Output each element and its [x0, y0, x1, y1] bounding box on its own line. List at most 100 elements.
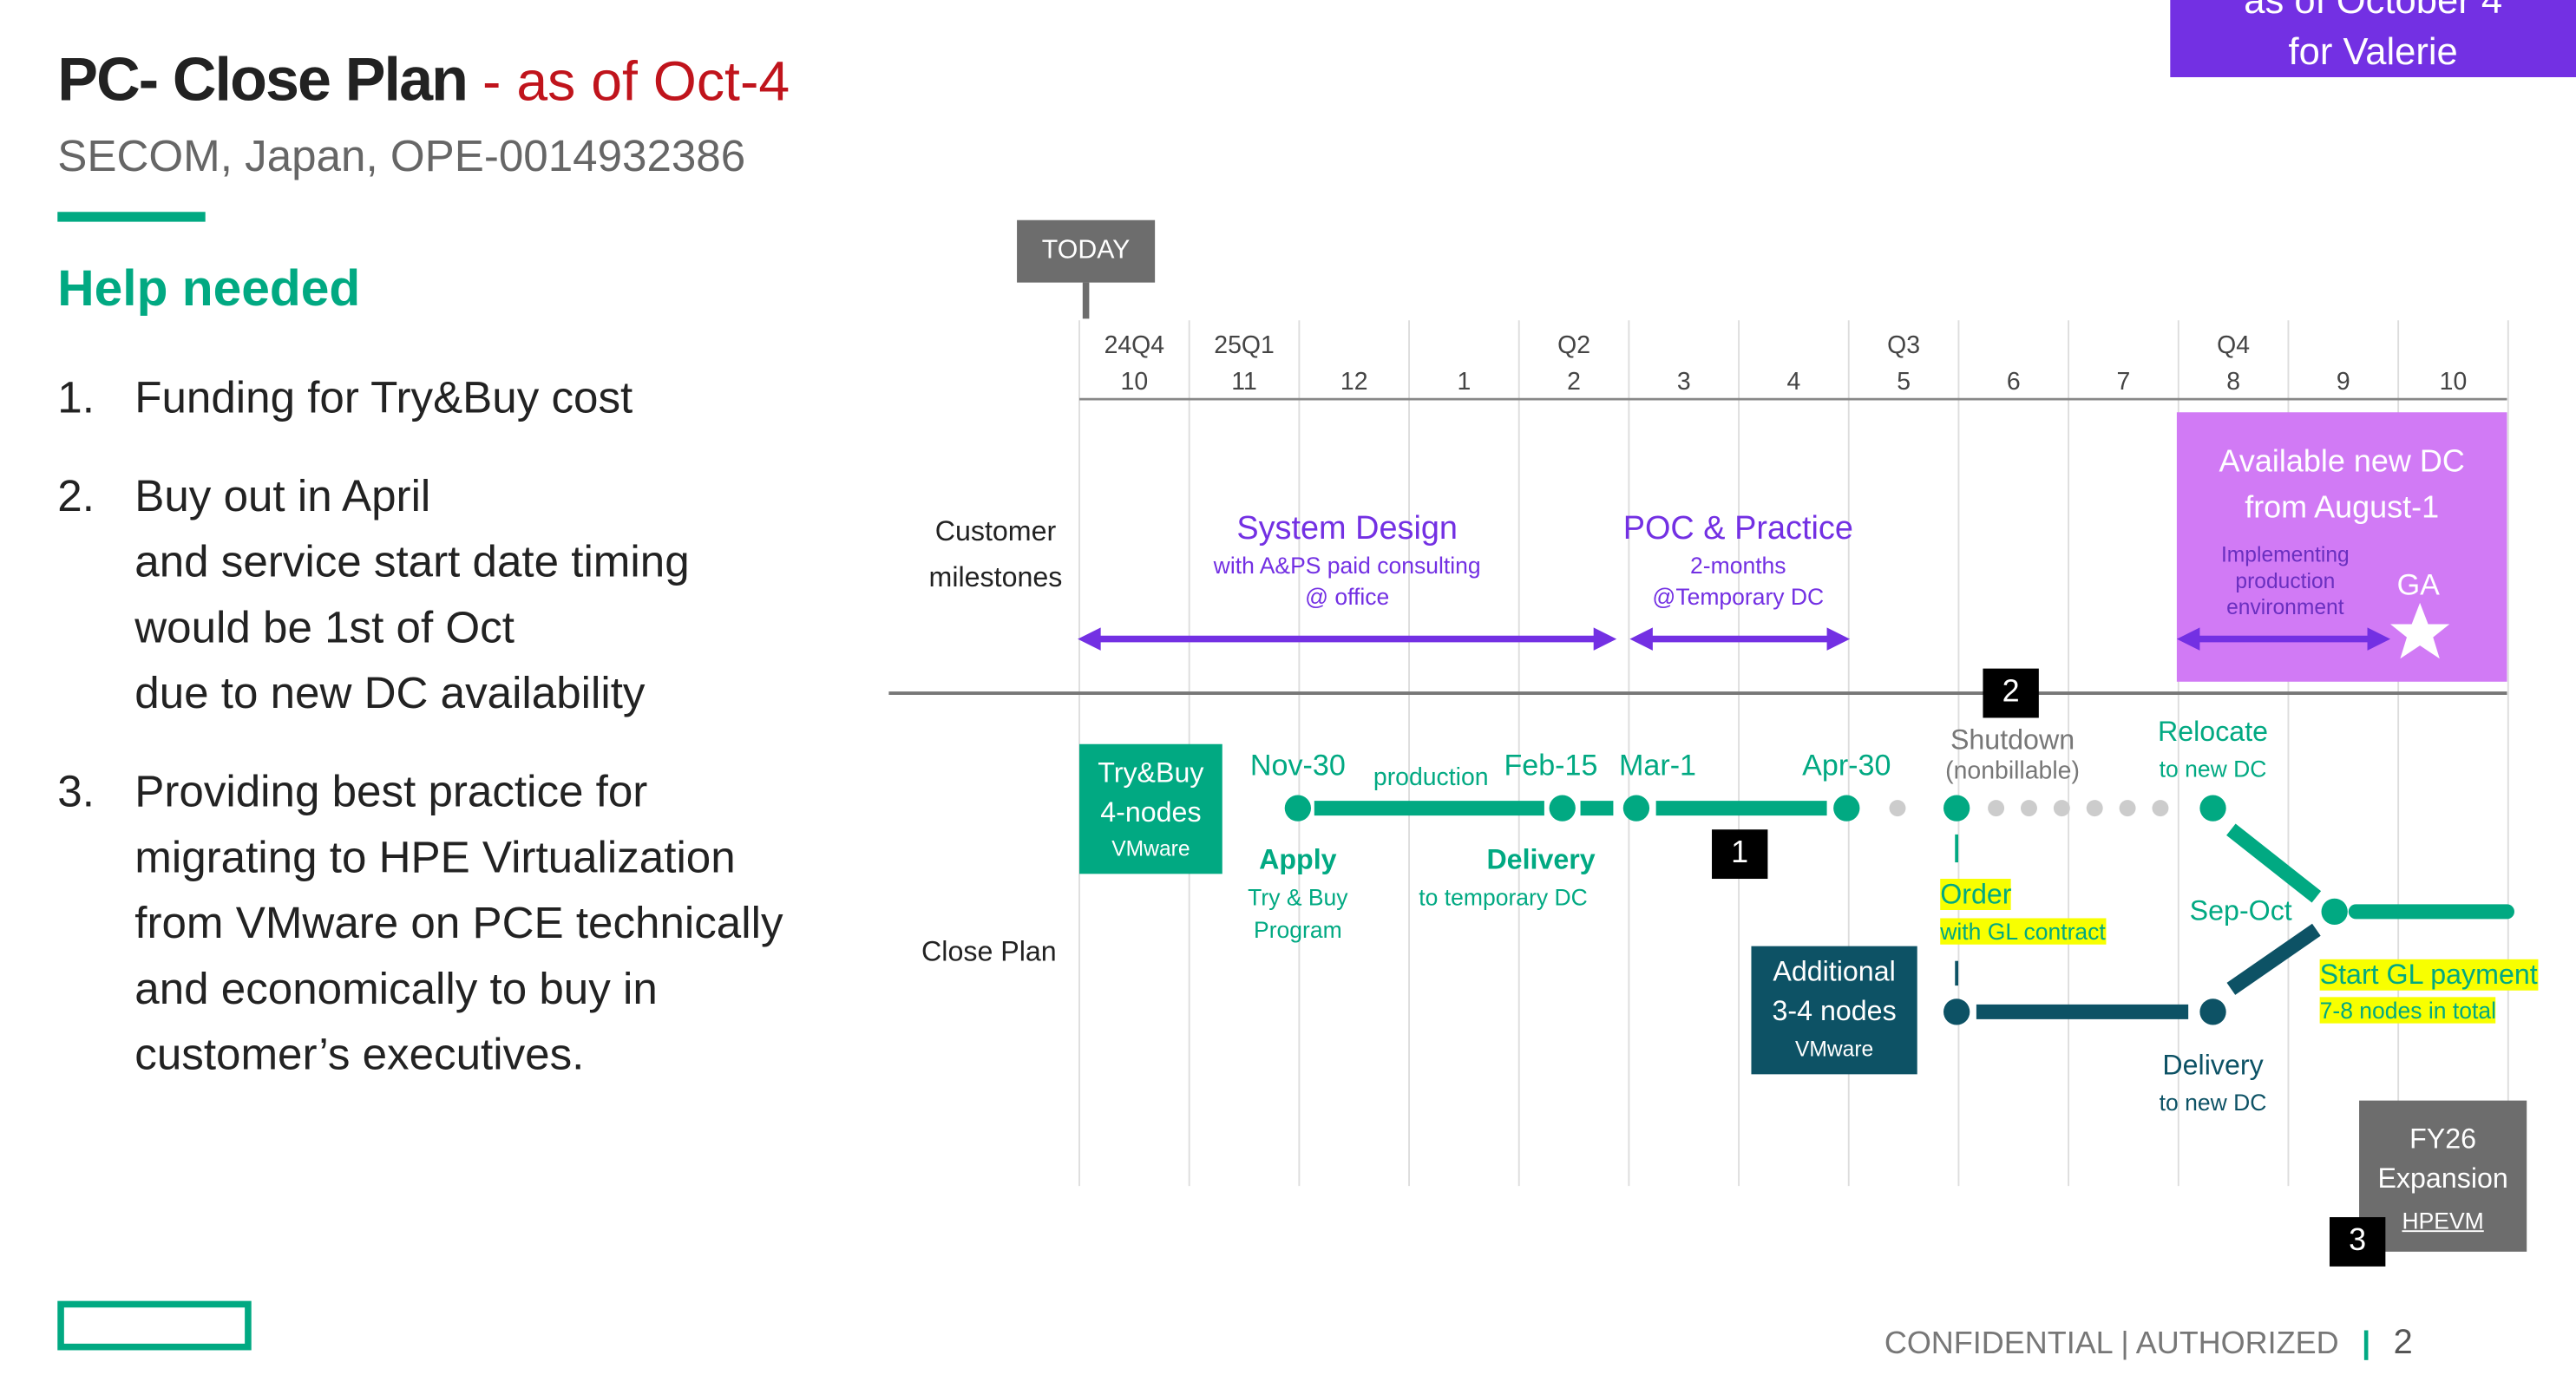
page-number: 2	[2393, 1324, 2413, 1362]
box-line: 4-nodes	[1100, 796, 1202, 828]
help-item-line: migrating to HPE Virtualization	[134, 833, 736, 882]
impl-line: environment	[2226, 594, 2344, 619]
milestone-title: System Design	[1236, 510, 1458, 547]
additional-nodes-box: Additional 3-4 nodes VMware	[1751, 946, 1917, 1075]
confidential-label: CONFIDENTIAL | AUTHORIZED	[1884, 1326, 2339, 1362]
title-main: PC- Close Plan	[57, 46, 469, 114]
page-title: PC- Close Plan - as of Oct-4	[57, 46, 790, 115]
plan-label-apply-sub1: Try & Buy	[1248, 883, 1348, 910]
impl-line: Implementing	[2220, 541, 2350, 567]
month-label: 1	[1457, 368, 1472, 396]
plan-label-delivery: Delivery	[1486, 844, 1596, 876]
month-label: 11	[1231, 368, 1257, 396]
footer: CONFIDENTIAL | AUTHORIZED | 2	[1884, 1324, 2413, 1363]
milestone-title: Available new DC	[2219, 445, 2465, 480]
badge-3: 3	[2329, 1217, 2386, 1267]
help-item-text: Buy out in April and service start date t…	[134, 463, 689, 726]
banner-line2: for Valerie	[2288, 29, 2458, 73]
quarter-label: 24Q4	[1104, 331, 1165, 360]
badge-1: 1	[1712, 829, 1768, 880]
plan-label-relocate: Relocate	[2157, 716, 2269, 748]
quarter-label: Q3	[1887, 331, 1921, 360]
highlight-order-sub: with GL contract	[1940, 918, 2106, 945]
month-label: 12	[1340, 368, 1368, 396]
milestone-arrows	[1078, 627, 2391, 651]
month-label: 8	[2226, 368, 2240, 396]
plan-label-mar1: Mar-1	[1619, 749, 1697, 782]
quarter-label: Q2	[1557, 331, 1590, 360]
month-label: 6	[2006, 368, 2021, 396]
plan-label-delivery-sub: to temporary DC	[1419, 883, 1588, 910]
help-item-line: and economically to buy in	[134, 964, 658, 1014]
plan-label-apply-sub2: Program	[1254, 916, 1342, 943]
plan-label-delivery2-sub: to new DC	[2159, 1089, 2267, 1116]
help-item-line: and service start date timing	[134, 537, 690, 586]
plan-tracks	[1284, 795, 2515, 1025]
plan-label-apply: Apply	[1259, 844, 1337, 876]
today-label: TODAY	[1017, 219, 1156, 283]
help-item-line: Buy out in April	[134, 471, 431, 521]
quarter-label: Q4	[2217, 331, 2251, 360]
month-label: 10	[1120, 368, 1149, 396]
milestone-detail: with A&PS paid consulting	[1213, 552, 1481, 579]
corner-banner: as of October 4 for Valerie	[2170, 0, 2576, 77]
month-label: 2	[1567, 368, 1581, 396]
plan-label-sep-oct: Sep-Oct	[2189, 894, 2292, 926]
month-label: 10	[2439, 368, 2468, 396]
help-item-text: Providing best practice for migrating to …	[134, 759, 783, 1088]
month-label: 4	[1786, 368, 1801, 396]
milestone-detail: @Temporary DC	[1652, 583, 1825, 610]
row-label-close-plan: Close Plan	[921, 936, 1057, 968]
highlight-order: Order	[1940, 879, 2012, 910]
plan-label-feb15: Feb-15	[1504, 749, 1598, 782]
subtitle: SECOM, Japan, OPE-0014932386	[57, 131, 746, 181]
help-heading: Help needed	[57, 259, 361, 318]
hpe-logo	[57, 1300, 252, 1351]
plan-label-shutdown: Shutdown	[1950, 724, 2075, 756]
help-item-text: Funding for Try&Buy cost	[134, 364, 633, 430]
badge-2: 2	[1983, 668, 2039, 718]
help-item-number: 3.	[57, 767, 95, 817]
help-item-line: Providing best practice for	[134, 767, 648, 817]
quarter-label: 25Q1	[1214, 331, 1275, 360]
box-line: VMware	[1111, 835, 1190, 861]
milestone-title: POC & Practice	[1622, 510, 1853, 547]
ga-label: GA	[2396, 568, 2440, 602]
footer-separator: |	[2362, 1326, 2371, 1362]
box-line: Try&Buy	[1098, 756, 1204, 789]
accent-bar	[57, 212, 206, 222]
milestone-new-dc: Available new DC from August-1	[2177, 440, 2507, 532]
help-item: 3. Providing best practice for migrating t…	[57, 759, 846, 1088]
milestone-detail: @ office	[1305, 583, 1390, 610]
box-line: FY26	[2409, 1123, 2477, 1156]
plan-label-production: production	[1373, 763, 1489, 792]
row-label-milestones: Customer milestones	[914, 509, 1078, 601]
impl-line: production	[2235, 568, 2336, 593]
plan-label-apr30: Apr-30	[1802, 749, 1891, 782]
box-line: Expansion	[2377, 1162, 2508, 1195]
milestone-poc: POC & Practice 2-months @Temporary DC	[1590, 511, 1886, 610]
banner-line1: as of October 4	[2244, 0, 2503, 22]
help-item-line: would be 1st of Oct	[134, 602, 515, 652]
title-separator: -	[467, 50, 517, 114]
help-list: 1. Funding for Try&Buy cost 2. Buy out in A…	[57, 364, 846, 1120]
month-label: 7	[2116, 368, 2131, 396]
month-label: 5	[1897, 368, 1911, 396]
hpevm-link[interactable]: HPEVM	[2402, 1207, 2484, 1234]
box-line: 3-4 nodes	[1772, 995, 1897, 1027]
box-line: Additional	[1773, 956, 1896, 987]
fy26-box: FY26 Expansion HPEVM	[2359, 1100, 2527, 1252]
row-label-line: milestones	[928, 561, 1063, 593]
highlight-start-gl: Start GL payment	[2319, 959, 2538, 991]
milestone-detail: 2-months	[1690, 552, 1786, 579]
help-item-line: Funding for Try&Buy cost	[134, 372, 633, 422]
star-icon	[2390, 602, 2450, 659]
help-item: 2. Buy out in April and service start date…	[57, 463, 846, 726]
row-label-line: Customer	[934, 515, 1057, 547]
box-line: VMware	[1794, 1036, 1874, 1062]
milestone-title: from August-1	[2245, 491, 2440, 526]
highlight-start-gl-sub: 7-8 nodes in total	[2319, 997, 2496, 1024]
help-item-line: due to new DC availability	[134, 668, 646, 718]
